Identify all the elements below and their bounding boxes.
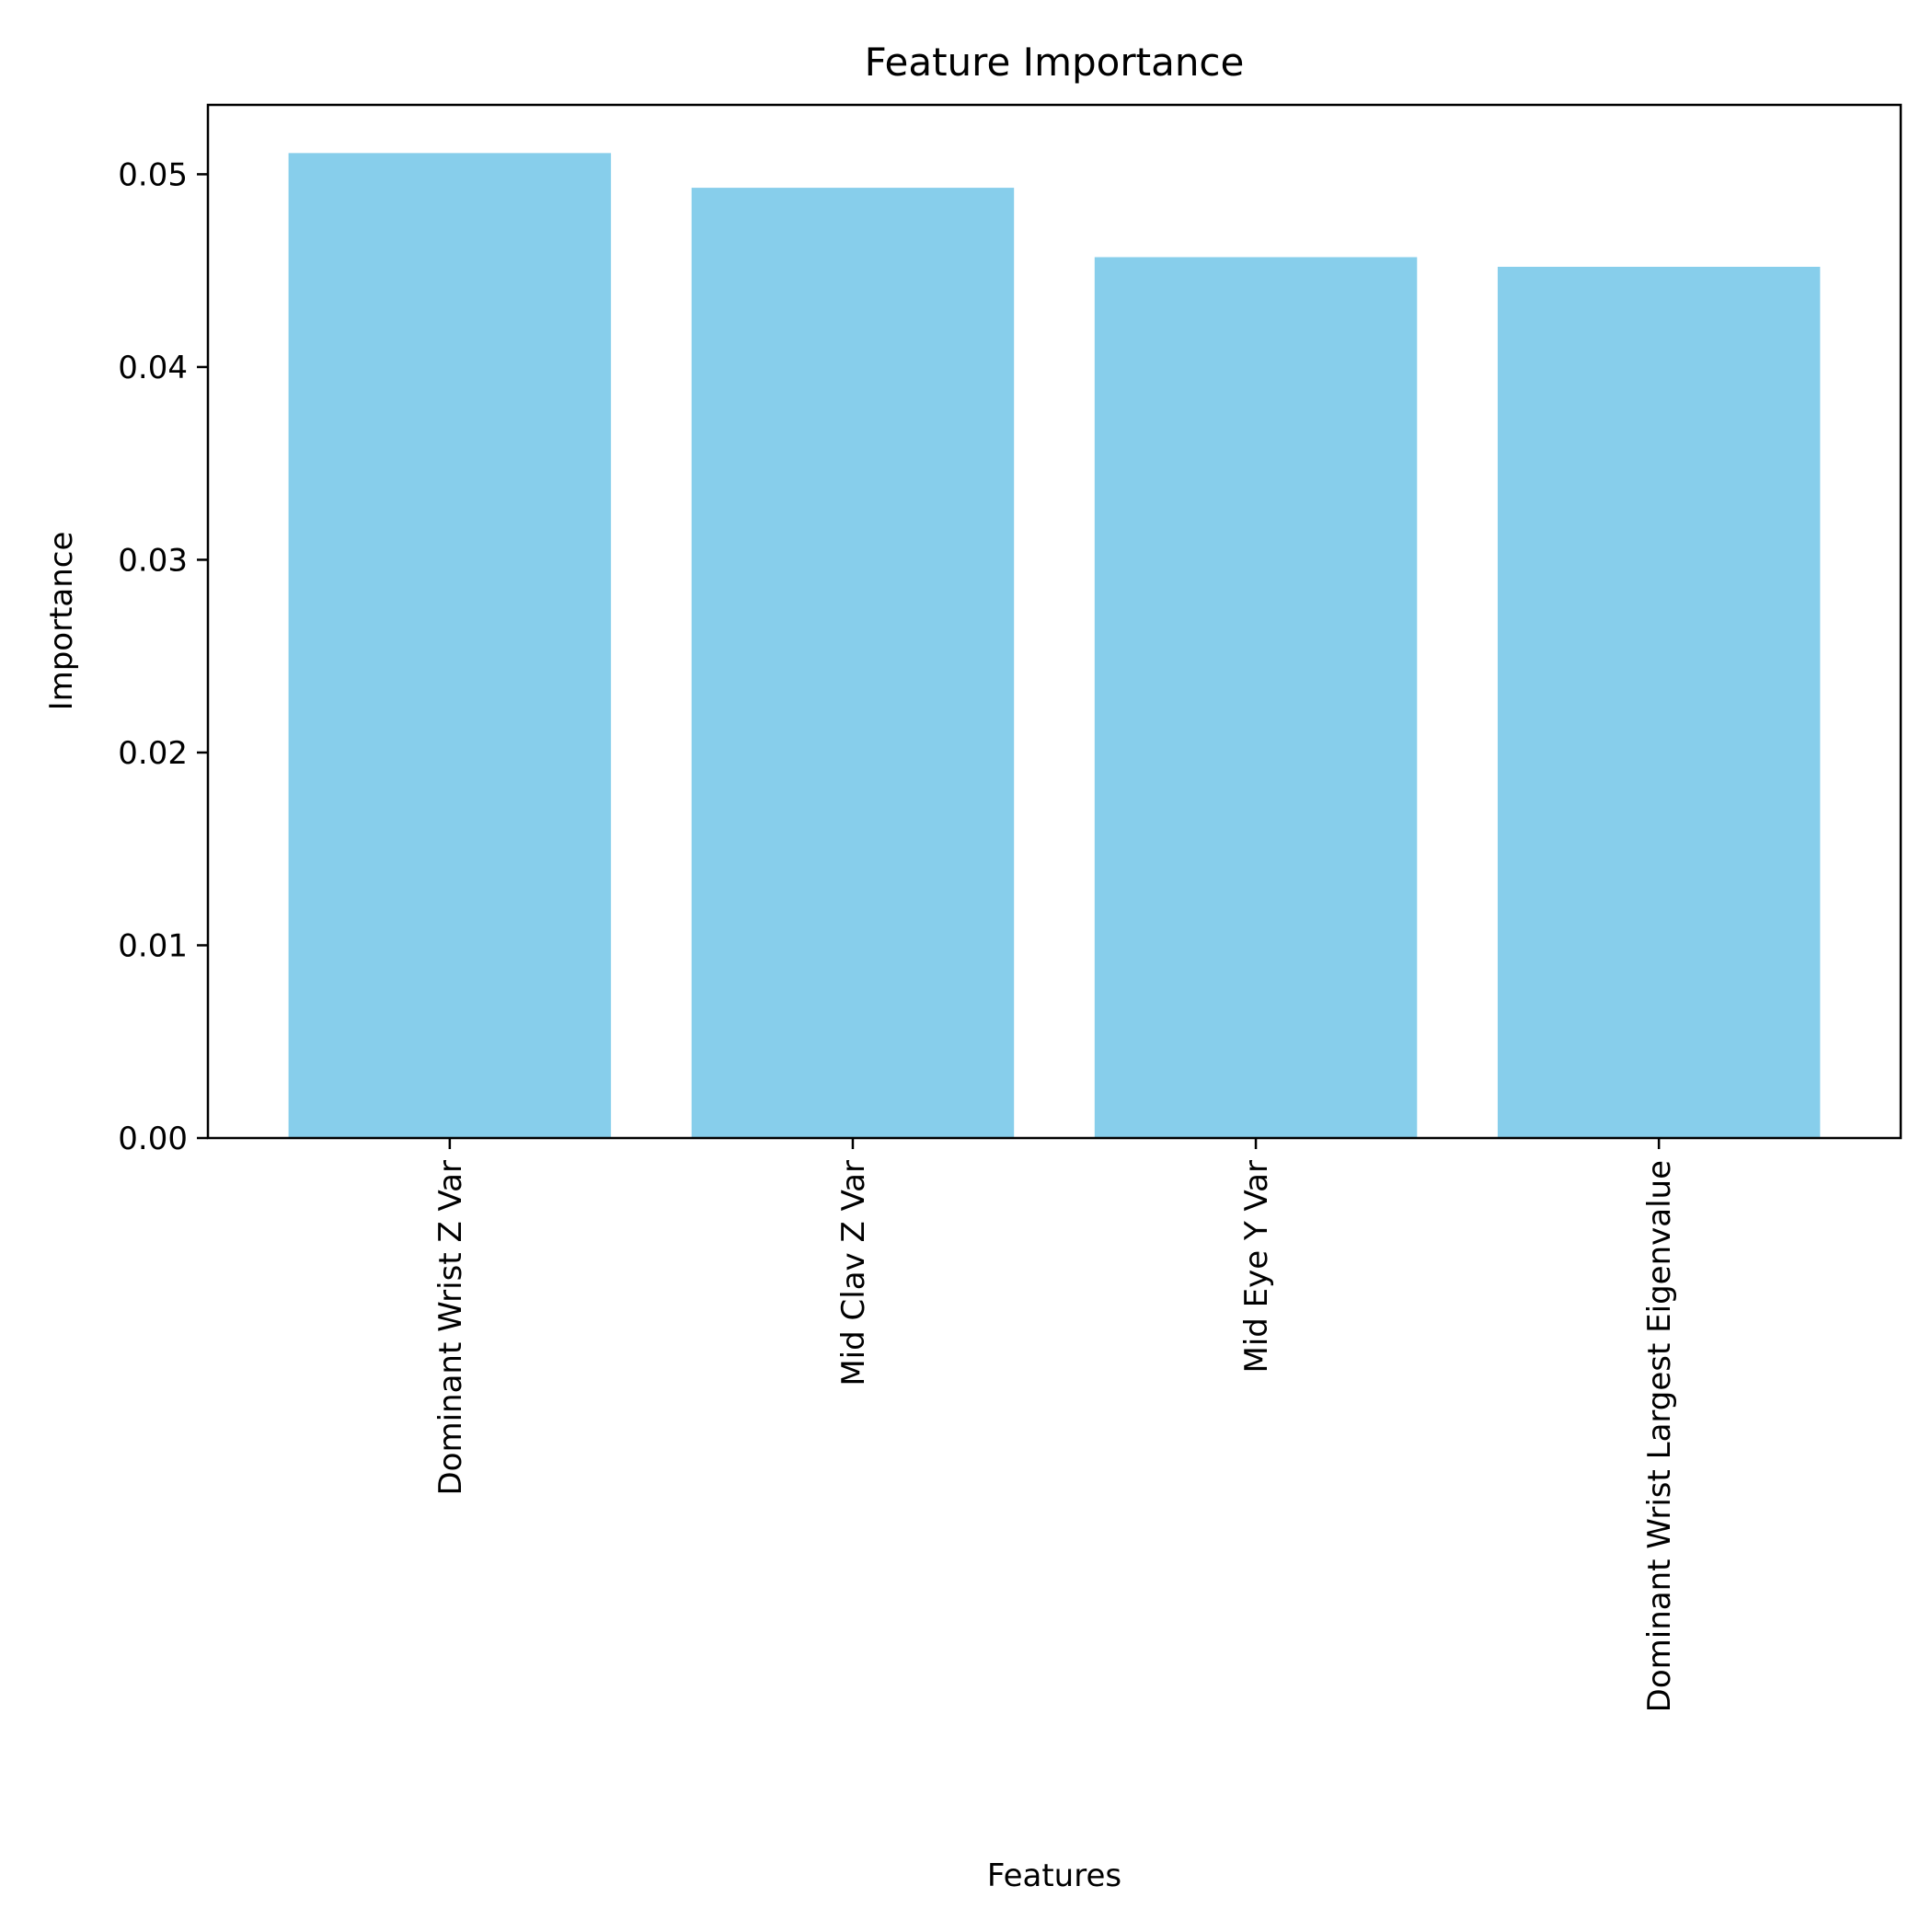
y-axis-ticks: 0.00 0.01 0.02 0.03 0.04 0.05 <box>118 156 208 1157</box>
bar-1 <box>288 153 612 1138</box>
bar-4 <box>1497 266 1821 1138</box>
y-tick-label: 0.05 <box>118 156 188 193</box>
bar-2 <box>691 188 1015 1138</box>
x-tick-label: Dominant Wrist Largest Eigenvalue <box>1641 1160 1678 1712</box>
x-tick-label: Mid Clav Z Var <box>835 1160 872 1386</box>
bar-3 <box>1094 257 1418 1138</box>
x-tick-label: Dominant Wrist Z Var <box>432 1160 469 1496</box>
x-axis-ticks: Dominant Wrist Z Var Mid Clav Z Var Mid Ey… <box>432 1138 1678 1712</box>
y-tick-label: 0.01 <box>118 927 188 964</box>
y-tick-label: 0.00 <box>118 1121 188 1157</box>
y-tick-label: 0.03 <box>118 542 188 579</box>
x-axis-title: Features <box>987 1857 1121 1894</box>
y-tick-label: 0.02 <box>118 735 188 772</box>
x-tick-label: Mid Eye Y Var <box>1238 1160 1275 1374</box>
plot-frame <box>206 103 1903 1140</box>
bars-group <box>288 153 1821 1138</box>
chart-title: Feature Importance <box>865 40 1245 85</box>
y-tick-label: 0.04 <box>118 350 188 386</box>
y-axis-title: Importance <box>43 532 80 711</box>
